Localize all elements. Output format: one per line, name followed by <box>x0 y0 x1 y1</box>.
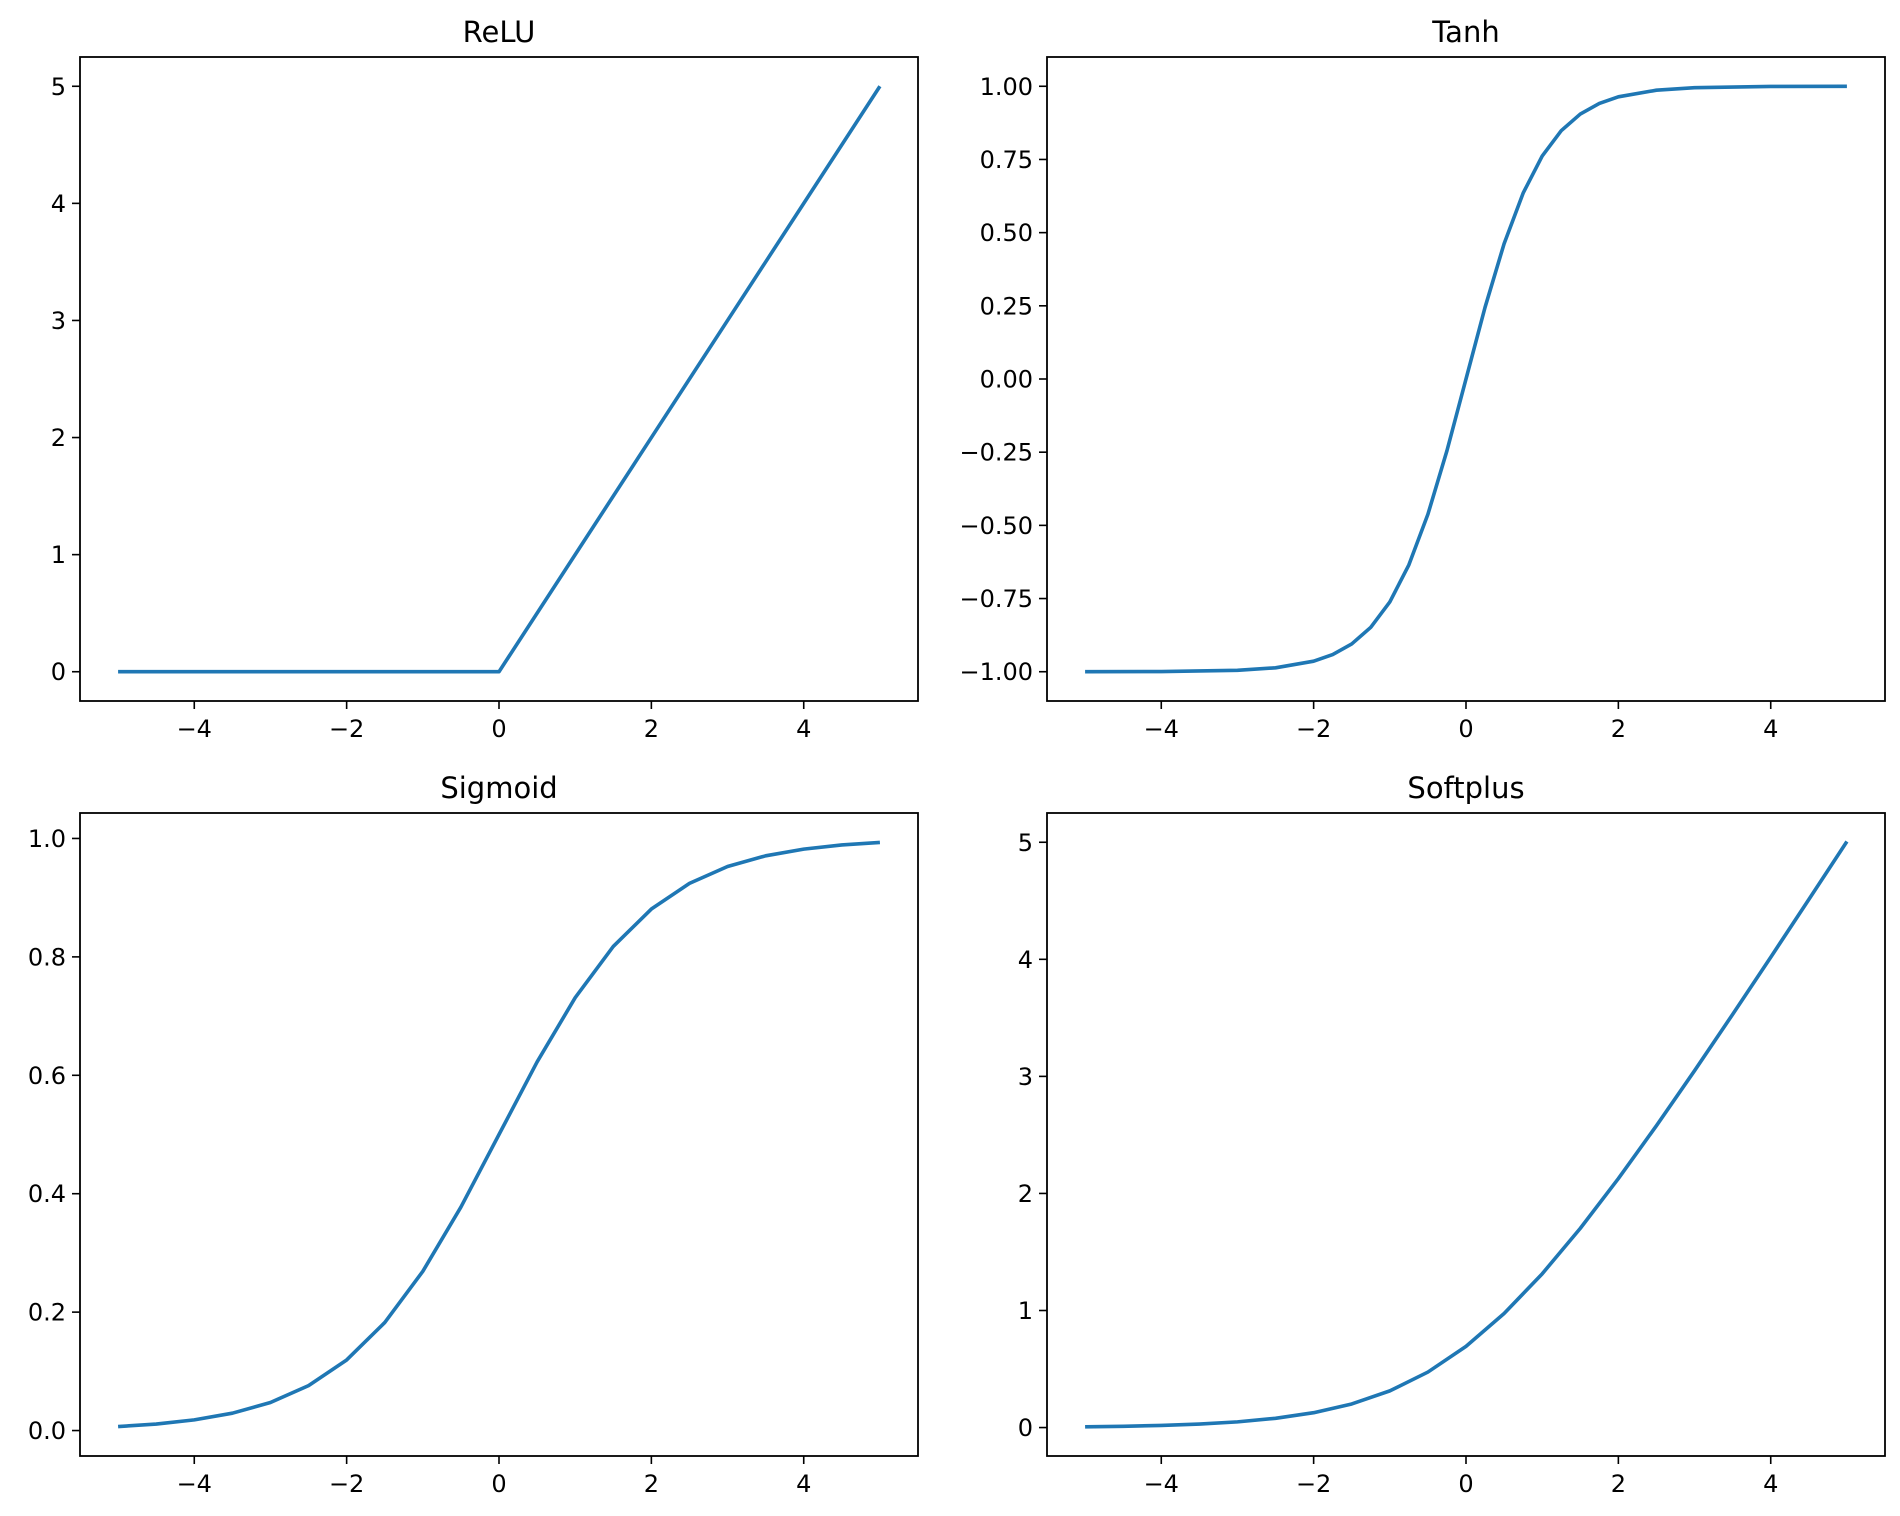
softplus-y-tick-label: 5 <box>1018 829 1033 857</box>
relu-x-tick-label: 2 <box>644 715 659 743</box>
tanh-y-tick-label: −0.25 <box>959 439 1033 467</box>
relu-y-tick-label: 0 <box>51 658 66 686</box>
sigmoid-y-tick-label: 0.4 <box>28 1180 66 1208</box>
tanh-y-tick-label: −1.00 <box>959 658 1033 686</box>
sigmoid-series-line <box>117 840 881 1429</box>
softplus-x-tick-label: 4 <box>1763 1470 1778 1498</box>
tanh-x-tick-label: 4 <box>1763 715 1778 743</box>
softplus-y-tick-label: 4 <box>1018 946 1033 974</box>
softplus-chart-title: Softplus <box>1407 771 1524 805</box>
tanh-y-tick-label: 0.75 <box>980 146 1033 174</box>
softplus-y-tick-label: 2 <box>1018 1180 1033 1208</box>
tanh-y-tick-label: −0.50 <box>959 512 1033 540</box>
sigmoid-x-tick-label: 4 <box>796 1470 811 1498</box>
tanh-panel: −4 −2 0 2 4 −1.00 −0.75 −0.50 −0.25 0.00 0.25 0.50 0… <box>959 15 1886 743</box>
tanh-x-tick-label: 2 <box>1611 715 1626 743</box>
softplus-x-tick-label: −4 <box>1144 1470 1179 1498</box>
relu-y-tick-label: 1 <box>51 541 66 569</box>
tanh-x-tick-label: −2 <box>1296 715 1331 743</box>
relu-chart-title: ReLU <box>463 15 536 49</box>
tanh-y-tick-label: 0.50 <box>980 219 1033 247</box>
softplus-x-tick-label: 2 <box>1611 1470 1626 1498</box>
sigmoid-x-tick-label: −2 <box>329 1470 364 1498</box>
sigmoid-x-tick-label: 0 <box>491 1470 506 1498</box>
softplus-y-tick-label: 0 <box>1018 1414 1033 1442</box>
softplus-x-tick-label: −2 <box>1296 1470 1331 1498</box>
relu-x-tick-label: 4 <box>796 715 811 743</box>
softplus-axes-frame <box>1046 812 1886 1457</box>
sigmoid-chart-title: Sigmoid <box>440 771 557 805</box>
tanh-y-tick-label: −0.75 <box>959 585 1033 613</box>
tanh-series-line <box>1085 84 1847 674</box>
sigmoid-y-tick-label: 0.2 <box>28 1299 66 1327</box>
relu-x-tick-label: −4 <box>177 715 212 743</box>
relu-x-tick-label: 0 <box>491 715 506 743</box>
relu-series-line <box>118 85 882 674</box>
tanh-x-tick-label: 0 <box>1458 715 1473 743</box>
softplus-series-line <box>1085 840 1849 1429</box>
sigmoid-y-tick-label: 0.6 <box>28 1062 66 1090</box>
sigmoid-y-tick-label: 1.0 <box>28 825 66 853</box>
relu-x-tick-label: −2 <box>329 715 364 743</box>
tanh-y-tick-label: 1.00 <box>980 73 1033 101</box>
softplus-panel: −4 −2 0 2 4 0 1 2 3 4 5 Softplus <box>1018 771 1886 1498</box>
relu-y-tick-label: 3 <box>51 307 66 335</box>
tanh-x-tick-label: −4 <box>1144 715 1179 743</box>
relu-axes-frame <box>79 56 919 702</box>
softplus-x-tick-label: 0 <box>1458 1470 1473 1498</box>
sigmoid-x-tick-label: 2 <box>644 1470 659 1498</box>
relu-y-tick-label: 2 <box>51 424 66 452</box>
tanh-y-tick-label: 0.00 <box>980 366 1033 394</box>
relu-y-tick-label: 4 <box>51 190 66 218</box>
tanh-y-tick-label: 0.25 <box>980 292 1033 320</box>
sigmoid-y-tick-label: 0.0 <box>28 1417 66 1445</box>
sigmoid-panel: −4 −2 0 2 4 0.0 0.2 0.4 0.6 0.8 1.0 Sigmoid <box>28 771 919 1498</box>
sigmoid-x-tick-label: −4 <box>177 1470 212 1498</box>
softplus-y-tick-label: 3 <box>1018 1063 1033 1091</box>
relu-panel: −4 −2 0 2 4 0 1 2 3 4 5 ReLU <box>51 15 919 743</box>
sigmoid-y-tick-label: 0.8 <box>28 943 66 971</box>
tanh-chart-title: Tanh <box>1431 15 1499 49</box>
relu-y-tick-label: 5 <box>51 73 66 101</box>
softplus-y-tick-label: 1 <box>1018 1297 1033 1325</box>
